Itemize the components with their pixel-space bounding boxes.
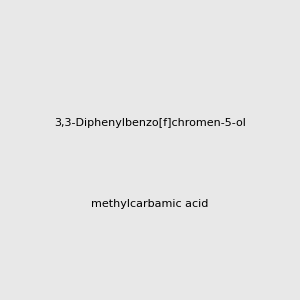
Text: 3,3-Diphenylbenzo[f]chromen-5-ol: 3,3-Diphenylbenzo[f]chromen-5-ol [54, 118, 246, 128]
Text: methylcarbamic acid: methylcarbamic acid [91, 199, 209, 209]
